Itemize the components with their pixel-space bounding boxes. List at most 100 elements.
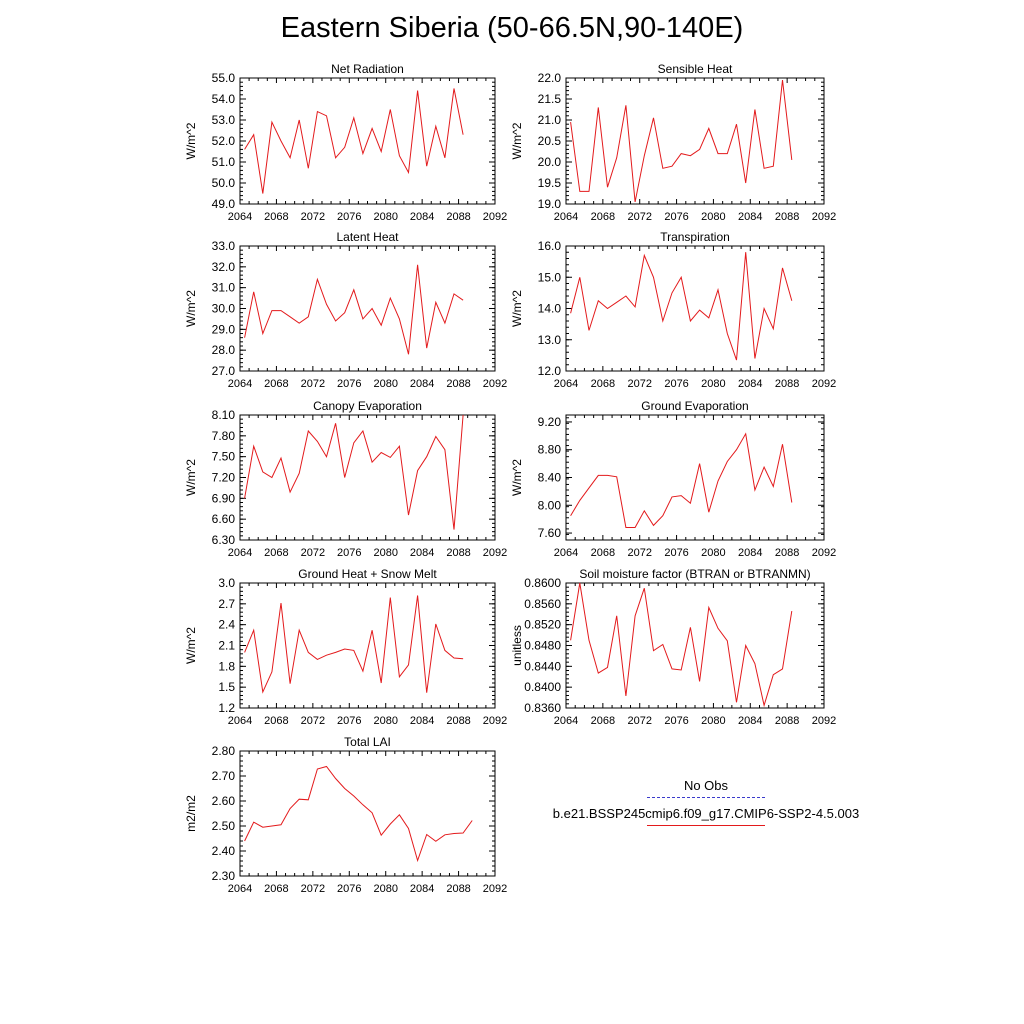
y-tick-label: 55.0	[212, 71, 236, 85]
x-tick-label: 2084	[738, 378, 762, 390]
x-tick-label: 2072	[627, 211, 651, 223]
y-tick-label: 0.8480	[524, 639, 561, 653]
y-tick-label: 51.0	[212, 155, 236, 169]
y-tick-label: 20.5	[538, 134, 562, 148]
x-tick-label: 2080	[701, 547, 725, 559]
y-tick-label: 19.5	[538, 176, 562, 190]
y-axis-label: W/m^2	[184, 459, 198, 496]
x-tick-label: 2088	[775, 547, 799, 559]
x-tick-label: 2068	[264, 547, 288, 559]
x-tick-label: 2080	[373, 547, 397, 559]
x-tick-label: 2080	[373, 715, 397, 727]
x-tick-label: 2092	[483, 883, 507, 895]
y-tick-label: 0.8440	[524, 659, 561, 673]
y-tick-label: 1.5	[218, 680, 235, 694]
chart-panel-5: Canopy Evaporation W/m^2 2064 2068 2072 2076 2…	[184, 399, 507, 559]
legend: No Obs b.e21.BSSP245cmip6.f09_g17.CMIP6-…	[520, 778, 892, 834]
figure-title: Eastern Siberia (50-66.5N,90-140E)	[280, 12, 744, 44]
series-line	[244, 765, 473, 863]
y-tick-label: 0.8600	[524, 576, 561, 590]
y-tick-label: 32.0	[212, 260, 236, 274]
legend-model-label: b.e21.BSSP245cmip6.f09_g17.CMIP6-SSP2-4.…	[552, 806, 860, 821]
x-tick-label: 2068	[264, 715, 288, 727]
plot-frame	[239, 245, 496, 372]
x-tick-label: 2088	[775, 211, 799, 223]
y-tick-label: 12.0	[538, 364, 562, 378]
plot-frame	[239, 414, 496, 541]
y-tick-label: 13.0	[538, 333, 562, 347]
x-tick-label: 2092	[812, 211, 836, 223]
legend-obs-swatch	[647, 797, 765, 798]
x-tick-label: 2080	[373, 211, 397, 223]
y-tick-label: 33.0	[212, 239, 236, 253]
y-tick-label: 2.30	[212, 869, 236, 883]
y-tick-label: 8.80	[538, 443, 562, 457]
x-tick-label: 2088	[446, 211, 470, 223]
chart-panel-6: Ground Evaporation W/m^2 2064 2068 2072 2076 2…	[510, 399, 836, 559]
y-tick-label: 14.0	[538, 302, 562, 316]
y-tick-label: 2.7	[218, 597, 235, 611]
x-tick-label: 2084	[410, 547, 434, 559]
x-tick-label: 2076	[664, 378, 688, 390]
x-tick-label: 2072	[627, 547, 651, 559]
y-tick-label: 2.70	[212, 769, 236, 783]
legend-obs-label: No Obs	[683, 778, 729, 793]
y-tick-label: 7.20	[212, 471, 236, 485]
y-tick-label: 7.50	[212, 450, 236, 464]
x-tick-label: 2072	[301, 547, 325, 559]
plot-frame	[239, 582, 496, 709]
y-tick-label: 28.0	[212, 343, 236, 357]
x-tick-label: 2076	[337, 378, 361, 390]
x-tick-label: 2076	[664, 547, 688, 559]
x-tick-label: 2088	[446, 883, 470, 895]
x-tick-label: 2088	[775, 715, 799, 727]
x-tick-label: 2088	[446, 715, 470, 727]
x-tick-label: 2064	[554, 547, 578, 559]
x-tick-label: 2076	[337, 883, 361, 895]
plot-frame	[565, 582, 825, 709]
x-tick-label: 2092	[812, 547, 836, 559]
x-tick-label: 2064	[554, 715, 578, 727]
x-tick-label: 2084	[410, 211, 434, 223]
x-tick-label: 2072	[301, 715, 325, 727]
panel-title: Soil moisture factor (BTRAN or BTRANMN)	[579, 567, 810, 581]
y-axis-label: W/m^2	[184, 627, 198, 664]
panel-title: Sensible Heat	[658, 62, 733, 76]
y-tick-label: 1.2	[218, 701, 235, 715]
x-tick-label: 2080	[373, 378, 397, 390]
x-tick-label: 2068	[591, 715, 615, 727]
y-tick-label: 0.8560	[524, 597, 561, 611]
x-tick-label: 2076	[337, 547, 361, 559]
y-tick-label: 3.0	[218, 576, 235, 590]
y-tick-label: 0.8400	[524, 680, 561, 694]
x-tick-label: 2064	[554, 378, 578, 390]
chart-panel-2: Sensible Heat W/m^2 2064 2068 2072 2076 2080 20…	[510, 62, 836, 223]
x-tick-label: 2072	[301, 211, 325, 223]
y-tick-label: 6.60	[212, 512, 236, 526]
y-tick-label: 20.0	[538, 155, 562, 169]
chart-panel-1: Net Radiation W/m^2 2064 2068 2072 2076 2080 20…	[184, 62, 507, 223]
series-line	[570, 582, 793, 708]
x-tick-label: 2068	[264, 883, 288, 895]
y-tick-label: 15.0	[538, 270, 562, 284]
x-tick-label: 2088	[446, 378, 470, 390]
y-axis-label: W/m^2	[510, 459, 524, 496]
x-tick-label: 2084	[738, 211, 762, 223]
panel-title: Latent Heat	[336, 230, 399, 244]
y-tick-label: 2.40	[212, 844, 236, 858]
x-tick-label: 2068	[591, 547, 615, 559]
x-tick-label: 2068	[264, 378, 288, 390]
x-tick-label: 2072	[627, 378, 651, 390]
y-tick-label: 2.4	[218, 618, 235, 632]
y-tick-label: 2.50	[212, 819, 236, 833]
y-tick-label: 31.0	[212, 281, 236, 295]
series-line	[570, 432, 793, 528]
x-tick-label: 2076	[664, 715, 688, 727]
y-tick-label: 16.0	[538, 239, 562, 253]
y-tick-label: 52.0	[212, 134, 236, 148]
x-tick-label: 2092	[812, 378, 836, 390]
plot-frame	[565, 414, 825, 541]
series-line	[244, 414, 464, 530]
x-tick-label: 2064	[228, 211, 252, 223]
y-tick-label: 49.0	[212, 197, 236, 211]
